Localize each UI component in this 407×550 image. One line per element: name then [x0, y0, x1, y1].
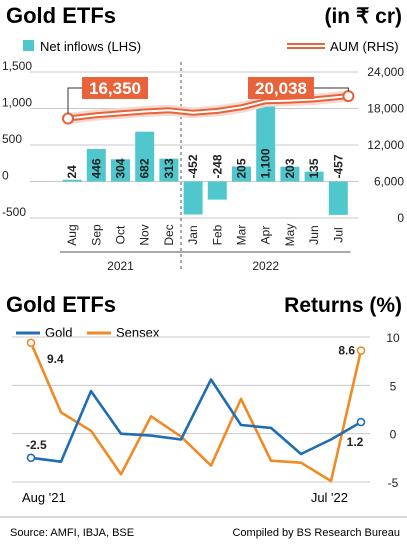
- endpoint-data-label: 9.4: [47, 352, 64, 366]
- aum-callout-box: [82, 77, 148, 99]
- right-tick-label: 12,000: [367, 138, 404, 152]
- year-label: 2022: [252, 259, 279, 273]
- bar-net-inflow: [256, 101, 276, 182]
- bar-net-inflow: [328, 181, 348, 215]
- bar-net-inflow: [232, 166, 251, 182]
- endpoint-data-label: 1.2: [347, 435, 364, 449]
- bar-net-inflow: [280, 166, 300, 182]
- legend-label-gold: Gold: [45, 325, 72, 340]
- bar-net-inflow: [207, 181, 227, 200]
- series-line-gold: [30, 378, 362, 463]
- series-line-sensex: [29, 342, 363, 483]
- x-tick-label: Sep: [89, 224, 103, 246]
- callout-leader: [67, 87, 82, 114]
- bar-data-label: 135: [307, 158, 321, 178]
- aum-callout-box: [248, 77, 314, 99]
- bar-data-label: -248: [210, 154, 224, 178]
- left-tick-label: 1,500: [2, 59, 32, 73]
- x-tick-label: Oct: [114, 225, 128, 244]
- legend-label-aum: AUM (RHS): [330, 39, 399, 54]
- x-tick-label: Jan: [186, 225, 200, 244]
- aum-callout-value: 16,350: [89, 79, 141, 98]
- gold-sensex-returns-chart: Gold ETFs Returns (%) Gold Sensex 10 5 0 -5…: [0, 292, 407, 539]
- aum-line-inner: [67, 95, 349, 120]
- bar-data-label: 304: [114, 158, 128, 178]
- x-tick-label: Mar: [235, 225, 249, 246]
- bar-data-label: 205: [235, 158, 249, 178]
- chart1-unit-label: (in ₹ cr): [324, 5, 402, 28]
- aum-endpoint-marker: [342, 90, 355, 103]
- year-label: 2021: [107, 259, 134, 273]
- chart2-returns-label: Returns (%): [284, 294, 402, 317]
- x-tick-label: Nov: [138, 224, 152, 245]
- endpoint-data-label: 8.6: [338, 344, 355, 358]
- x-tick-label: Jun: [307, 225, 321, 244]
- x-label-end: Jul '22: [311, 490, 348, 505]
- bar-net-inflow: [86, 148, 106, 182]
- callout-leader: [314, 87, 349, 92]
- x-tick-label: May: [283, 224, 297, 247]
- y-tick-label: -5: [388, 476, 399, 490]
- bar-data-label: 446: [89, 158, 103, 178]
- y-tick-label: 5: [390, 379, 397, 393]
- right-tick-label: 0: [397, 211, 404, 225]
- bar-net-inflow: [304, 171, 324, 182]
- left-tick-label: 500: [2, 132, 22, 146]
- gold-etf-inflows-chart: Gold ETFs (in ₹ cr) Net inflows (LHS) AU…: [2, 3, 404, 273]
- right-tick-label: 18,000: [367, 102, 404, 116]
- bar-data-label: 682: [138, 158, 152, 178]
- endpoint-marker-gold: [26, 453, 36, 463]
- x-tick-label: Jul: [331, 227, 345, 242]
- bar-data-label: -457: [331, 154, 345, 178]
- footer-credit: Compiled by BS Research Bureau: [232, 527, 400, 539]
- endpoint-marker-sensex: [356, 346, 366, 355]
- aum-endpoint-marker: [62, 112, 74, 125]
- bar-net-inflow: [62, 179, 82, 182]
- endpoint-marker-gold: [356, 417, 366, 427]
- aum-callout-value: 20,038: [255, 79, 307, 98]
- left-tick-label: 1,000: [2, 96, 32, 110]
- left-tick-label: 0: [2, 169, 9, 183]
- footer-source: Source: AMFI, IBJA, BSE: [10, 527, 134, 539]
- x-tick-label: Aug: [65, 224, 79, 245]
- bar-data-label: 24: [65, 165, 79, 179]
- x-tick-label: Feb: [210, 224, 224, 245]
- legend-label-sensex: Sensex: [116, 325, 160, 340]
- x-tick-label: Dec: [162, 224, 176, 245]
- legend-swatch-net-inflows: [23, 40, 34, 51]
- bar-net-inflow: [135, 131, 155, 182]
- x-tick-label: Apr: [259, 226, 273, 245]
- endpoint-data-label: -2.5: [26, 438, 47, 452]
- bar-net-inflow: [111, 159, 130, 182]
- right-tick-label: 6,000: [374, 175, 404, 189]
- chart1-title: Gold ETFs: [6, 3, 116, 28]
- chart2-title: Gold ETFs: [6, 292, 116, 317]
- right-tick-label: 24,000: [367, 65, 404, 79]
- endpoint-marker-sensex: [26, 338, 36, 348]
- legend-label-net-inflows: Net inflows (LHS): [40, 39, 141, 54]
- bar-data-label: 1,100: [259, 148, 273, 178]
- bar-net-inflow: [183, 181, 203, 215]
- y-tick-label: 10: [386, 331, 400, 345]
- x-label-start: Aug '21: [22, 490, 66, 505]
- bar-data-label: 313: [162, 158, 176, 178]
- y-tick-label: 0: [390, 428, 397, 442]
- bar-data-label: 203: [283, 158, 297, 178]
- bar-net-inflow: [159, 158, 179, 182]
- bar-data-label: -452: [186, 154, 200, 178]
- left-tick-label: -500: [2, 205, 26, 219]
